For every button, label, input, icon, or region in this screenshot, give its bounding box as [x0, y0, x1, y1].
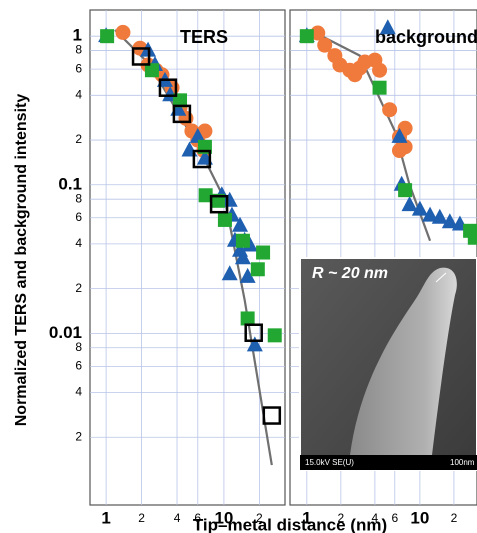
triangle-point — [391, 127, 408, 143]
square-point — [235, 233, 250, 248]
x-tick-label: 2 — [451, 511, 458, 525]
triangle-point — [221, 265, 238, 281]
open-square-point — [209, 194, 229, 214]
triangle-point — [401, 196, 418, 212]
y-tick-label: 8 — [75, 340, 82, 354]
open-square-point — [262, 406, 282, 425]
circle-point — [317, 37, 333, 53]
y-tick-label: 4 — [75, 236, 82, 250]
circle-point — [382, 102, 398, 118]
sem-tip — [350, 267, 457, 455]
square-point — [217, 212, 232, 227]
square-point — [267, 328, 282, 343]
radius-marker — [435, 272, 447, 283]
sem-footer-text: 15.0kV SE(U) — [305, 458, 354, 467]
y-tick-label: 4 — [75, 87, 82, 101]
x-axis-label: Tip–metal distance (nm) — [193, 515, 387, 533]
sem-footer — [300, 455, 477, 470]
open-square-point — [131, 47, 151, 66]
triangle-point — [441, 213, 458, 229]
y-tick-label: 6 — [75, 359, 82, 373]
x-tick-label: 10 — [214, 508, 233, 527]
square-point — [144, 63, 159, 78]
triangle-point — [246, 336, 263, 352]
x-tick-label: 4 — [174, 511, 181, 525]
square-point — [198, 188, 213, 203]
circle-point — [115, 24, 131, 40]
x-tick-label: 6 — [391, 511, 398, 525]
y-tick-label: 0.01 — [49, 323, 82, 342]
square-point — [256, 245, 271, 260]
panel-title: TERS — [180, 27, 228, 47]
square-point — [250, 262, 265, 277]
y-tick-label: 6 — [75, 61, 82, 75]
y-tick-label: 2 — [75, 281, 82, 295]
circle-point — [391, 143, 407, 159]
y-tick-label: 6 — [75, 210, 82, 224]
triangle-point — [422, 206, 439, 222]
plot-frame — [89, 9, 286, 506]
x-tick-label: 1 — [302, 508, 311, 527]
sem-inset: R ~ 20 nm 15.0kV SE(U) 100nm — [299, 257, 477, 471]
square-point — [299, 29, 314, 44]
inset-label: R ~ 20 nm — [312, 265, 388, 282]
square-point — [467, 230, 477, 245]
square-point — [100, 29, 115, 44]
y-tick-label: 8 — [75, 43, 82, 57]
panel-title: background — [375, 27, 477, 47]
triangle-point — [232, 216, 249, 232]
triangle-point — [234, 249, 251, 265]
circle-point — [372, 62, 388, 78]
x-tick-label: 2 — [338, 511, 345, 525]
y-axis-label: Normalized TERS and background intensity — [13, 94, 30, 427]
y-tick-label: 0.1 — [58, 174, 82, 193]
triangle-point — [189, 127, 206, 143]
square-point — [372, 80, 387, 95]
x-tick-label: 1 — [101, 508, 110, 527]
x-tick-label: 4 — [372, 511, 379, 525]
y-tick-label: 4 — [75, 385, 82, 399]
y-tick-label: 2 — [75, 429, 82, 443]
x-tick-label: 2 — [138, 511, 145, 525]
scale-label: 100nm — [450, 458, 475, 467]
open-square-point — [244, 323, 263, 342]
open-square-point — [158, 78, 178, 97]
triangle-point — [411, 200, 428, 216]
square-point — [240, 311, 255, 326]
x-tick-label: 10 — [410, 508, 429, 527]
triangle-point — [221, 191, 238, 207]
y-tick-label: 1 — [73, 26, 82, 45]
open-square-point — [192, 149, 212, 169]
x-tick-label: 2 — [256, 511, 263, 525]
square-point — [398, 183, 413, 198]
circle-point — [310, 25, 326, 41]
fit-line — [309, 29, 432, 242]
y-tick-label: 8 — [75, 191, 82, 205]
y-tick-label: 2 — [75, 132, 82, 146]
triangle-point — [379, 19, 396, 35]
triangle-point — [239, 267, 256, 283]
triangle-point — [431, 208, 448, 224]
x-tick-label: 6 — [194, 511, 201, 525]
open-square-point — [172, 104, 192, 124]
